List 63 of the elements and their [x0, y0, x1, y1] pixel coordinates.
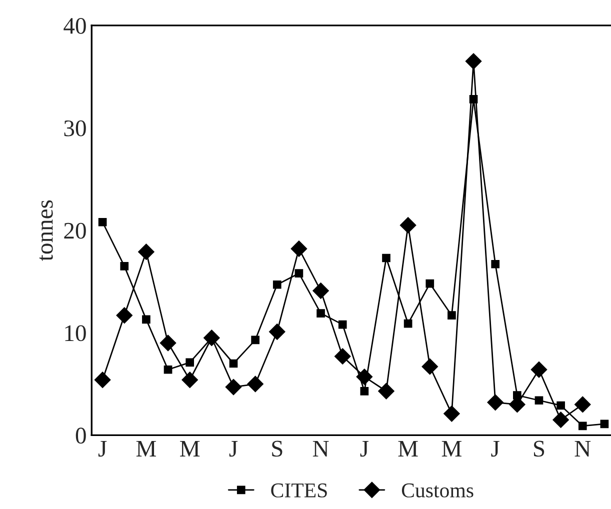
point [530, 362, 548, 378]
x-tick-label: J [98, 440, 107, 457]
point [513, 391, 522, 400]
point [378, 383, 394, 400]
point [552, 412, 569, 428]
point [574, 396, 591, 413]
legend-label: Customs [402, 483, 474, 498]
point [426, 279, 434, 288]
point [269, 324, 286, 340]
point [160, 334, 176, 352]
point [334, 348, 351, 364]
y-tick-label: 20 [64, 222, 86, 239]
point [98, 218, 107, 226]
point [422, 358, 438, 375]
point [600, 420, 609, 428]
point [116, 307, 132, 324]
y-tick-label: 0 [76, 428, 86, 444]
x-tick-label: M [442, 440, 462, 456]
point [316, 309, 325, 318]
x-tick-label: N [574, 440, 591, 456]
x-tick-label: S [534, 440, 544, 457]
point [272, 280, 282, 289]
point [142, 315, 150, 324]
point [444, 406, 460, 422]
point [469, 95, 478, 104]
x-tick-label: M [398, 440, 418, 456]
point [182, 372, 198, 388]
point [247, 376, 264, 392]
y-tick-label: 30 [64, 120, 86, 136]
point [491, 260, 500, 268]
x-tick-label: J [360, 440, 369, 457]
point [229, 359, 238, 368]
y-tick-label: 10 [65, 325, 86, 342]
point [138, 244, 154, 260]
point [251, 336, 260, 344]
point [487, 394, 504, 410]
point [186, 358, 194, 367]
point [294, 269, 304, 278]
point [400, 217, 416, 234]
point [448, 311, 456, 320]
x-tick-label: J [491, 440, 500, 457]
y-tick-label: 40 [64, 18, 86, 34]
x-tick-label: N [312, 440, 329, 456]
point [382, 254, 390, 262]
point [338, 320, 347, 329]
x-tick-label: J [229, 440, 238, 457]
point [578, 422, 587, 430]
point [534, 396, 544, 405]
point [360, 386, 369, 396]
y-axis-title: tonnes [39, 200, 53, 261]
point [404, 319, 412, 328]
x-tick-label: M [136, 440, 156, 456]
x-tick-label: S [272, 440, 282, 457]
legend-label: CITES [271, 483, 327, 498]
point [465, 53, 482, 70]
point [556, 401, 565, 410]
point [225, 378, 242, 396]
point [290, 240, 308, 257]
point [94, 372, 111, 388]
point [312, 282, 329, 299]
point [120, 262, 129, 270]
point [164, 365, 172, 374]
x-tick-label: M [180, 440, 200, 456]
